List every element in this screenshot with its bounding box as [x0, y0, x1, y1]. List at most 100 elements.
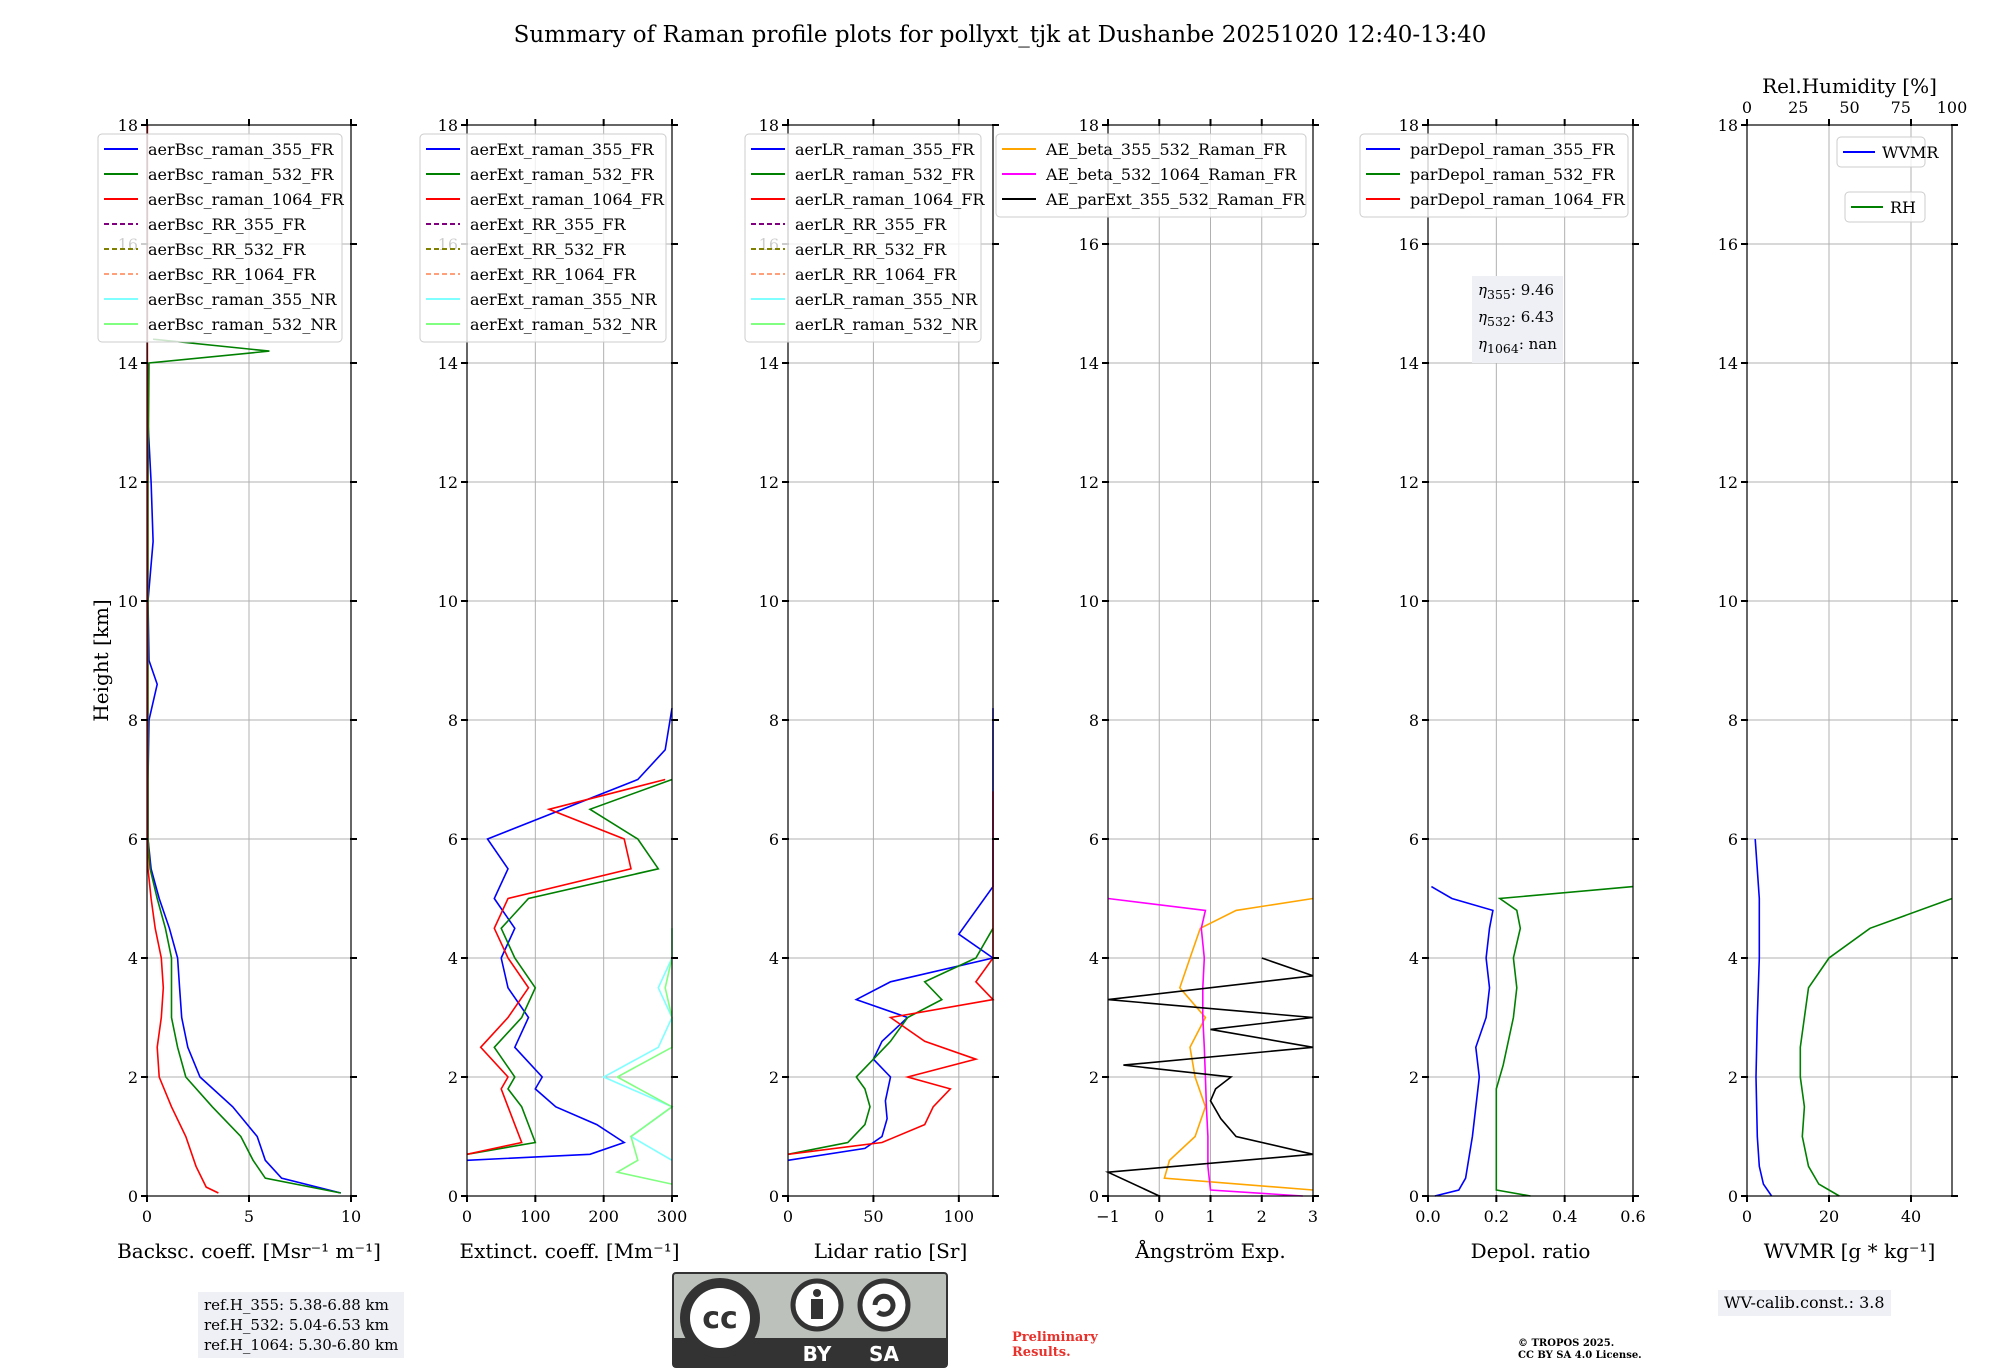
legend-label: parDepol_raman_532_FR: [1410, 165, 1616, 184]
y-tick-label: 12: [1399, 473, 1419, 492]
x-tick-label: 0: [462, 1207, 472, 1226]
eta-box: η355: 9.46 η532: 6.43 η1064: nan: [1472, 276, 1563, 363]
legend-label: parDepol_raman_355_FR: [1410, 140, 1616, 159]
y-tick-label: 0: [769, 1187, 779, 1206]
cc-license-icon: cc BY SA: [672, 1272, 948, 1368]
y-tick-label: 4: [1409, 949, 1419, 968]
legend-frame: [1359, 133, 1629, 218]
x-axis-label: Backsc. coeff. [Msr⁻¹ m⁻¹]: [117, 1239, 381, 1263]
x-tick-label: 100: [944, 1207, 975, 1226]
figure-title: Summary of Raman profile plots for polly…: [513, 22, 1487, 48]
x-tick-label: 100: [520, 1207, 551, 1226]
axes-frame: [1427, 124, 1634, 1197]
eta-355: η355: 9.46: [1478, 281, 1555, 302]
x-tick-label: 0.2: [1484, 1207, 1509, 1226]
series-line-AE_parExt_355_532_Raman_FR: [1104, 957, 1314, 1197]
series-line-aerBsc_raman_355_FR: [147, 363, 341, 1194]
y-tick-label: 14: [118, 354, 138, 373]
series-line-aerBsc_raman_532_FR: [147, 338, 341, 1194]
panel-lidar-ratio: 024681012141618050100Lidar ratio [Sr]aer…: [744, 116, 999, 1263]
legend-wvmr: WVMR: [1836, 136, 1939, 168]
series-line-aerExt_raman_1064_FR: [466, 778, 666, 1156]
y-tick-label: 14: [438, 354, 458, 373]
legend-label: aerBsc_raman_355_FR: [148, 140, 334, 159]
cc-by-sa-badge: cc BY SA: [672, 1272, 948, 1368]
y-tick-label: 8: [769, 711, 779, 730]
x-axis-label: Lidar ratio [Sr]: [814, 1239, 968, 1263]
svg-text:BY: BY: [803, 1342, 832, 1366]
y-tick-label: 10: [1399, 592, 1419, 611]
y-tick-label: 4: [1089, 949, 1099, 968]
y-tick-label: 12: [759, 473, 779, 492]
y-tick-label: 2: [1409, 1068, 1419, 1087]
x-tick-label: −1: [1096, 1207, 1120, 1226]
legend-label: aerLR_RR_1064_FR: [795, 265, 957, 284]
x-tick-label: 3: [1308, 1207, 1318, 1226]
legend-label: aerLR_RR_532_FR: [795, 240, 947, 259]
x-tick-label: 200: [588, 1207, 619, 1226]
y-tick-label: 2: [769, 1068, 779, 1087]
y-tick-label: 8: [1728, 711, 1738, 730]
legend-label: aerLR_RR_355_FR: [795, 215, 947, 234]
x-tick-label: 1: [1205, 1207, 1215, 1226]
axes-frame: [787, 124, 994, 1197]
y-tick-label: 0: [1728, 1187, 1738, 1206]
y-tick-label: 8: [1089, 711, 1099, 730]
series-line-aerExt_raman_532_NR: [615, 928, 674, 1185]
y-tick-label: 6: [1089, 830, 1099, 849]
top-x-tick-label: 25: [1788, 98, 1808, 117]
series-line-aerLR_raman_1064_FR: [787, 791, 995, 1156]
legend-label: aerBsc_RR_355_FR: [148, 215, 306, 234]
legend-frame: [995, 133, 1307, 218]
legend-frame: [419, 133, 667, 343]
ref-height-532: ref.H_532: 5.04-6.53 km: [204, 1316, 389, 1334]
legend-label: aerBsc_raman_355_NR: [148, 290, 337, 309]
y-tick-label: 18: [118, 116, 138, 135]
legend-label: aerBsc_raman_1064_FR: [148, 190, 345, 209]
y-tick-label: 4: [128, 949, 138, 968]
y-tick-label: 6: [128, 830, 138, 849]
x-axis-label: Ångström Exp.: [1134, 1238, 1285, 1263]
legend: aerLR_raman_355_FR aerLR_raman_532_FR aerL…: [744, 133, 985, 343]
y-tick-label: 8: [1409, 711, 1419, 730]
series-line-parDepol_raman_532_FR: [1495, 885, 1634, 1197]
series-line-WVMR: [1754, 838, 1773, 1197]
y-tick-label: 6: [1409, 830, 1419, 849]
y-tick-label: 2: [1728, 1068, 1738, 1087]
x-tick-label: 0: [1742, 1207, 1752, 1226]
legend-label: aerExt_RR_355_FR: [470, 215, 627, 234]
y-tick-label: 12: [118, 473, 138, 492]
y-tick-label: 14: [1079, 354, 1099, 373]
y-tick-label: 8: [128, 711, 138, 730]
x-tick-label: 0.0: [1415, 1207, 1440, 1226]
legend-label: aerExt_raman_355_FR: [470, 140, 655, 159]
legend-label: AE_beta_355_532_Raman_FR: [1045, 140, 1287, 159]
legend: parDepol_raman_355_FR parDepol_raman_532_…: [1359, 133, 1629, 218]
y-tick-label: 0: [448, 1187, 458, 1206]
legend-label: aerBsc_RR_532_FR: [148, 240, 306, 259]
series-line-aerExt_raman_532_FR: [466, 778, 673, 1156]
y-tick-label: 12: [438, 473, 458, 492]
y-tick-label: 16: [1399, 235, 1419, 254]
legend-label: aerBsc_raman_532_NR: [148, 315, 337, 334]
legend-label: aerExt_raman_532_FR: [470, 165, 655, 184]
legend-label: WVMR: [1882, 143, 1939, 162]
legend-label: aerLR_raman_355_NR: [795, 290, 978, 309]
top-x-tick-label: 75: [1891, 98, 1911, 117]
y-tick-label: 16: [1718, 235, 1738, 254]
legend-label: RH: [1890, 198, 1916, 217]
y-tick-label: 0: [128, 1187, 138, 1206]
legend-label: aerExt_RR_1064_FR: [470, 265, 637, 284]
y-tick-label: 12: [1079, 473, 1099, 492]
legend-label: aerExt_raman_1064_FR: [470, 190, 665, 209]
ref-height-355: ref.H_355: 5.38-6.88 km: [204, 1296, 389, 1314]
ref-height-1064: ref.H_1064: 5.30-6.80 km: [204, 1336, 399, 1354]
x-tick-label: 5: [244, 1207, 254, 1226]
x-tick-label: 40: [1901, 1207, 1921, 1226]
eta-1064: η1064: nan: [1478, 335, 1557, 356]
y-tick-label: 2: [1089, 1068, 1099, 1087]
y-tick-label: 16: [1079, 235, 1099, 254]
x-axis-label: Extinct. coeff. [Mm⁻¹]: [459, 1239, 679, 1263]
y-tick-label: 18: [1399, 116, 1419, 135]
legend: aerExt_raman_355_FR aerExt_raman_532_FRae…: [419, 133, 667, 343]
